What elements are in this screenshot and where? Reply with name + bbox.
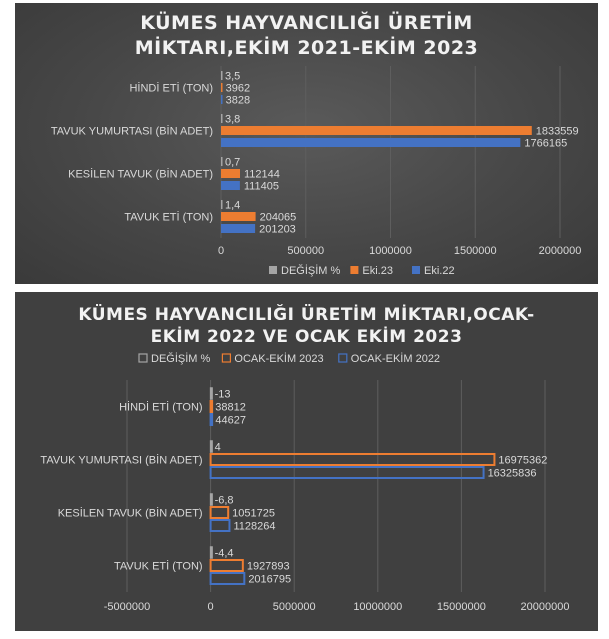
chart-1-bar (221, 200, 223, 209)
chart-2-bar (209, 559, 244, 572)
chart-panel-2: KÜMES HAYVANCILIĞI ÜRETİM MİKTARI,OCAK- … (15, 292, 598, 631)
chart-1-legend-swatch (412, 266, 420, 274)
chart-2-plot: -5000000 0 5000000 10000000 15000000 20000000… (40, 352, 570, 613)
chart-1-legend-label: Eki.23 (362, 265, 393, 277)
chart-2-x-tick-label: -5000000 (104, 601, 151, 613)
chart-2-data-label: -13 (215, 389, 231, 401)
chart-2-data-label: 1051725 (232, 508, 275, 520)
chart-1-bar (221, 181, 240, 190)
chart-1-bar (221, 71, 223, 80)
chart-2-bar (209, 400, 214, 413)
chart-1-data-label: 111405 (244, 181, 279, 193)
chart-2-legend-swatch (338, 353, 348, 363)
chart-1-data-label: 3962 (226, 83, 250, 95)
chart-2-data-label: 44627 (215, 415, 246, 427)
chart-2-bar (209, 440, 213, 453)
chart-1-x-tick-label: 1500000 (454, 245, 497, 257)
chart-2-data-label: -6,8 (215, 495, 234, 507)
chart-2-bar (209, 519, 231, 532)
chart-title-2-line-2: EKİM 2022 VE OCAK EKİM 2023 (150, 327, 463, 347)
chart-2-data-label: 1927893 (247, 561, 290, 573)
chart-panel-1: KÜMES HAYVANCILIĞI ÜRETİM MİKTARI,EKİM 2… (15, 3, 598, 284)
chart-2-data-label: 38812 (215, 402, 246, 414)
chart-2-bar (209, 572, 246, 585)
chart-1-x-tick-label: 2000000 (539, 245, 582, 257)
chart-1-x-tick-label: 500000 (287, 245, 324, 257)
chart-1-data-label: 3,8 (225, 114, 240, 126)
chart-2-legend-label: DEĞİŞİM % (151, 352, 211, 365)
chart-1-x-tick-label: 0 (218, 245, 224, 257)
chart-2-bar (209, 387, 213, 400)
chart-2-bar (209, 466, 485, 479)
chart-1-bar (221, 212, 256, 221)
chart-2-data-label: 4 (215, 442, 221, 454)
chart-1-category-label: TAVUK YUMURTASI (BİN ADET) (51, 125, 213, 138)
chart-1-category-label: HİNDİ ETİ (TON) (129, 82, 213, 95)
chart-2-x-tick-label: 5000000 (273, 601, 316, 613)
chart-1-data-label: 1,4 (225, 200, 240, 212)
chart-1-data-label: 0,7 (225, 157, 240, 169)
chart-1-category-label: KESİLEN TAVUK (BİN ADET) (68, 168, 213, 181)
chart-2-category-label: KESİLEN TAVUK (BİN ADET) (58, 507, 203, 520)
chart-1-x-tick-label: 1000000 (369, 245, 412, 257)
chart-2-data-label: 1128264 (233, 521, 275, 533)
chart-2-x-tick-label: 20000000 (521, 601, 570, 613)
chart-title-1-line-2: MİKTARI,EKİM 2021-EKİM 2023 (134, 37, 479, 59)
chart-1-bar (221, 138, 521, 147)
chart-1-legend-label: Eki.22 (424, 265, 455, 277)
chart-1-legend-label: DEĞİŞİM % (281, 264, 341, 277)
chart-2-x-tick-label: 0 (208, 601, 214, 613)
chart-2-bar (209, 453, 496, 466)
chart-1-data-label: 3,5 (225, 71, 240, 83)
chart-2-data-label: 16975362 (498, 455, 547, 467)
chart-1-category-label: TAVUK ETİ (TON) (124, 211, 213, 224)
chart-1-bar (221, 95, 223, 104)
chart-2-x-tick-label: 10000000 (353, 601, 402, 613)
chart-2-bar (209, 413, 214, 426)
chart-2-bar (209, 546, 213, 559)
chart-1-bar (221, 157, 223, 166)
chart-2-legend-swatch (138, 353, 148, 363)
chart-1-bar (221, 114, 223, 123)
chart-2-legend-label: OCAK-EKİM 2022 (351, 352, 440, 365)
chart-1-data-label: 3828 (226, 95, 250, 107)
chart-1-bar (221, 83, 223, 92)
chart-1-bar (221, 224, 256, 233)
chart-2-legend-label: OCAK-EKİM 2023 (234, 352, 323, 365)
chart-1-legend-swatch (269, 266, 277, 274)
chart-2-bar (209, 506, 230, 519)
chart-2-bar (209, 493, 213, 506)
chart-1-bar (221, 126, 532, 135)
chart-title-1-line-1: KÜMES HAYVANCILIĞI ÜRETİM (140, 12, 473, 34)
chart-2-legend-swatch (221, 353, 231, 363)
chart-1-legend-swatch (350, 266, 359, 274)
chart-1-data-label: 1766165 (524, 138, 567, 150)
chart-1-bar (221, 169, 241, 178)
chart-2-x-tick-label: 15000000 (437, 601, 486, 613)
chart-2-data-label: 16325836 (488, 468, 537, 480)
chart-title-1: KÜMES HAYVANCILIĞI ÜRETİM MİKTARI,EKİM 2… (15, 11, 598, 61)
chart-title-2: KÜMES HAYVANCILIĞI ÜRETİM MİKTARI,OCAK- … (15, 304, 598, 348)
chart-1-data-label: 1833559 (536, 126, 579, 138)
chart-2-category-label: TAVUK YUMURTASI (BİN ADET) (40, 454, 202, 467)
chart-1-plot: 0 500000 1000000 1500000 2000000 HİNDİ ETİ (T… (51, 66, 582, 277)
chart-1-data-label: 112144 (244, 169, 280, 181)
chart-1-data-label: 204065 (260, 212, 297, 224)
chart-title-2-line-1: KÜMES HAYVANCILIĞI ÜRETİM MİKTARI,OCAK- (78, 305, 535, 325)
chart-2-category-label: TAVUK ETİ (TON) (114, 560, 203, 573)
chart-2-data-label: -4,4 (215, 548, 234, 560)
chart-1-data-label: 201203 (259, 224, 296, 236)
chart-2-category-label: HİNDİ ETİ (TON) (119, 401, 203, 414)
chart-2-data-label: 2016795 (248, 574, 291, 586)
